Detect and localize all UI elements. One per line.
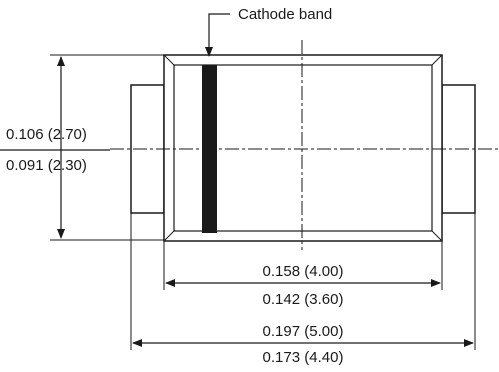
cathode-band-label: Cathode band bbox=[238, 6, 332, 23]
body-length-dimension-lines bbox=[163, 241, 443, 290]
body-bevel-lines bbox=[163, 54, 443, 242]
cathode-band-callout-leader bbox=[205, 13, 230, 57]
height-dimension-lines bbox=[0, 54, 164, 241]
overall-length-dimension-lines bbox=[130, 213, 476, 350]
overall-length-min-value: 0.173 (4.40) bbox=[263, 349, 344, 366]
package-body-inner bbox=[173, 64, 433, 232]
body-length-min-value: 0.142 (3.60) bbox=[263, 291, 344, 308]
height-max-value: 0.106 (2.70) bbox=[6, 126, 87, 143]
body-length-max-value: 0.158 (4.00) bbox=[263, 263, 344, 280]
height-min-value: 0.091 (2.30) bbox=[6, 157, 87, 174]
overall-length-max-value: 0.197 (5.00) bbox=[263, 323, 344, 340]
